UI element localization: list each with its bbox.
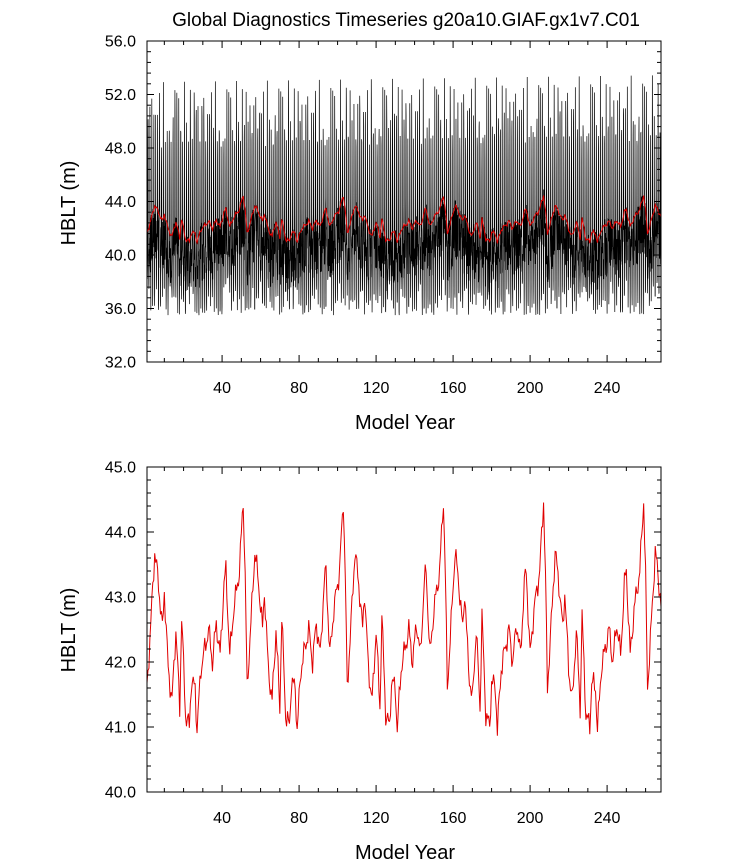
monthly-series-line [146, 75, 662, 316]
x-tick-label: 120 [363, 810, 390, 827]
y-tick-label: 44.0 [105, 194, 136, 211]
top-x-axis-label: Model Year [355, 412, 455, 434]
x-tick-label: 120 [363, 380, 390, 397]
top-panel: Global Diagnostics Timeseries g20a10.GIA… [58, 10, 662, 434]
x-tick-label: 200 [517, 380, 544, 397]
y-tick-label: 40.0 [105, 785, 136, 802]
bottom-plot-frame [146, 466, 662, 793]
y-tick-label: 52.0 [105, 87, 136, 104]
x-tick-label: 200 [517, 810, 544, 827]
y-tick-label: 42.0 [105, 655, 136, 672]
y-tick-label: 44.0 [105, 525, 136, 542]
y-tick-label: 43.0 [105, 590, 136, 607]
y-tick-label: 45.0 [105, 460, 136, 477]
x-tick-label: 40 [213, 810, 231, 827]
y-tick-label: 48.0 [105, 141, 136, 158]
x-tick-label: 160 [440, 380, 467, 397]
bottom-panel: 40 80 120 160 200 240 40.0 41.0 42.0 43.0 44.0 45.0… [58, 460, 662, 864]
y-tick-label: 56.0 [105, 34, 136, 51]
bottom-axes: 40 80 120 160 200 240 40.0 41.0 42.0 43.0 44.0 45.0 [105, 460, 661, 827]
y-tick-label: 41.0 [105, 720, 136, 737]
x-tick-label: 240 [594, 380, 621, 397]
x-tick-label: 40 [213, 380, 231, 397]
x-tick-label: 80 [290, 380, 308, 397]
y-tick-label: 36.0 [105, 301, 136, 318]
bottom-y-axis-label: HBLT (m) [58, 588, 80, 673]
annual-mean-line-top [146, 195, 662, 245]
top-y-axis-label: HBLT (m) [58, 161, 80, 246]
chart-title: Global Diagnostics Timeseries g20a10.GIA… [172, 10, 640, 31]
bottom-plot-area [146, 502, 662, 736]
top-axes: 40 80 120 160 200 240 32.0 36.0 40.0 44.0 48.0 52.0… [105, 34, 661, 397]
y-tick-label: 40.0 [105, 248, 136, 265]
x-tick-label: 240 [594, 810, 621, 827]
annual-mean-line [146, 502, 662, 736]
x-tick-label: 160 [440, 810, 467, 827]
top-plot-area [146, 75, 662, 316]
bottom-x-axis-label: Model Year [355, 842, 455, 864]
y-tick-label: 32.0 [105, 355, 136, 372]
x-tick-label: 80 [290, 810, 308, 827]
